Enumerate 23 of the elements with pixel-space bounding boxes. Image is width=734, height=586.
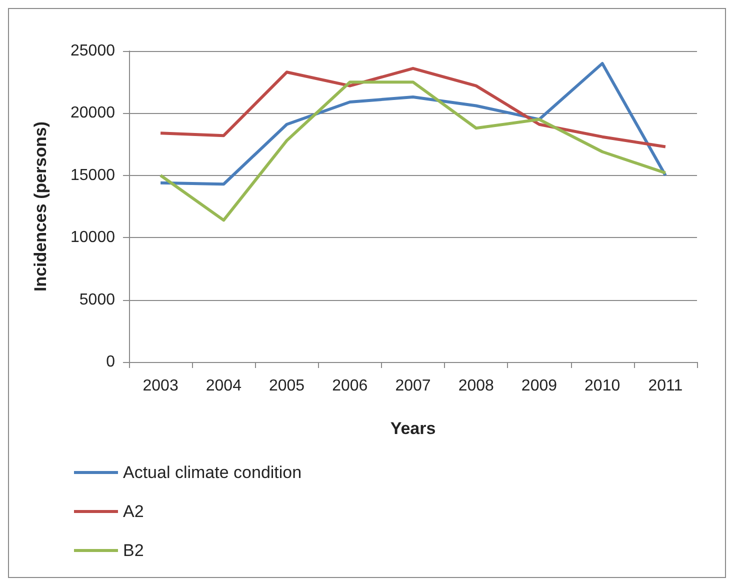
line-series: [159, 62, 667, 186]
legend-label: Actual climate condition: [123, 463, 302, 482]
x-tick-label: 2004: [206, 378, 242, 394]
y-tick-label: 10000: [70, 229, 116, 246]
y-tick-label: 20000: [70, 104, 116, 122]
x-tick-label: 2010: [584, 378, 620, 394]
y-axis-title: Incidences (persons): [31, 121, 50, 292]
x-tick-label: 2011: [648, 378, 683, 394]
y-tick-label: 5000: [79, 291, 116, 308]
legend-label: A2: [123, 502, 144, 521]
x-tick-label: 2007: [395, 378, 431, 394]
x-tick-label: 2008: [458, 378, 494, 394]
line-series: [159, 66, 667, 148]
x-tick-label: 2009: [521, 378, 558, 394]
x-axis-title: Years: [390, 419, 436, 438]
x-tick-label: 2003: [142, 378, 178, 394]
y-tick-label: 0: [106, 354, 116, 370]
y-tick-label: 15000: [70, 166, 116, 184]
x-tick-label: 2006: [332, 378, 368, 394]
x-tick-label: 2005: [268, 378, 305, 394]
line-series: [159, 80, 667, 222]
y-tick-label: 25000: [70, 42, 116, 60]
legend-label: B2: [123, 541, 144, 560]
